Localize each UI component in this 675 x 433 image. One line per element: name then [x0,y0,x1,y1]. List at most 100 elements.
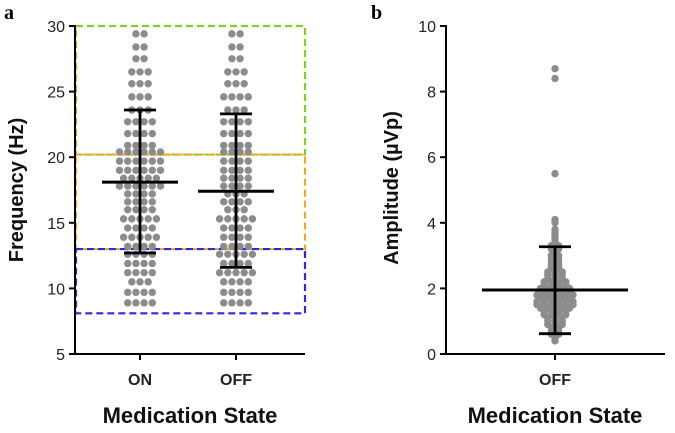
data-point [228,55,236,63]
data-point [228,166,236,175]
data-point [140,141,148,150]
data-point [248,268,257,277]
data-point [119,215,128,223]
data-point [220,242,228,251]
data-point [140,268,148,277]
data-point [228,242,236,251]
data-point [244,166,252,175]
data-point [156,148,165,156]
x-tick-label-off: OFF [539,372,571,389]
panel-b-y-axis-label: Amplitude (µVp) [381,111,403,265]
data-point [244,278,252,286]
data-point [115,182,124,190]
data-point [132,129,140,138]
data-point [124,198,132,206]
data-point [228,198,236,206]
data-point [124,148,132,156]
data-point [156,166,165,175]
data-point [236,157,244,165]
data-point [140,198,148,206]
data-point [136,278,144,286]
data-point [215,268,224,277]
data-point [124,157,132,165]
data-point [224,215,232,223]
data-point [220,93,228,101]
data-point [551,337,559,345]
data-point [140,259,148,268]
data-point [244,93,252,101]
data-point [236,182,244,190]
data-point [148,166,156,175]
data-point [240,80,248,88]
y-tick-label: 25 [47,85,65,102]
data-point [220,299,228,307]
data-point [132,224,140,232]
y-tick-label: 20 [47,150,65,167]
data-point [240,68,248,76]
data-point [148,205,156,214]
data-point [140,224,148,232]
data-point [152,215,161,223]
y-tick-label: 6 [427,150,436,167]
data-point [244,259,252,268]
panel-a-letter: a [4,2,14,24]
data-point [140,288,148,297]
panel-b: b 0 2 4 6 8 10 OFF Amplitude (µVp) Medication … [371,2,665,428]
data-point [236,30,244,38]
data-point [240,106,248,114]
data-point [224,250,232,258]
data-point [236,288,244,297]
data-point [244,233,252,241]
panel-a-x-axis-label: Medication State [103,403,278,428]
data-point [244,242,252,251]
data-point [148,299,156,307]
data-point [228,299,236,307]
data-point [220,157,228,165]
data-point [148,224,156,232]
data-point [228,288,236,297]
data-point [220,259,228,268]
data-point [148,118,156,126]
data-point [148,198,156,206]
data-point [228,233,236,241]
data-point [248,250,257,258]
data-point [132,182,140,190]
data-point [144,174,152,182]
data-point [228,141,236,150]
data-point [220,148,228,156]
data-point [136,80,144,88]
data-point [236,43,244,51]
data-point [156,157,165,165]
data-point [224,268,232,277]
data-point [551,169,559,178]
data-point [124,288,132,297]
data-point [244,224,252,232]
data-point [232,106,240,114]
panel-a: a 5 10 15 20 25 30 ON OFF Frequency (Hz) Medica… [4,2,307,428]
data-point [148,148,156,156]
data-point [132,157,140,165]
data-point [232,80,240,88]
data-point [119,174,128,182]
data-point [236,118,244,126]
data-point [220,198,228,206]
data-point [148,182,156,190]
data-point [140,55,148,63]
panel-b-axes: 0 2 4 6 8 10 OFF [418,19,665,389]
data-point [140,30,148,38]
data-point [228,174,236,182]
data-point [119,233,128,241]
panel-b-letter: b [371,2,382,24]
y-tick-label: 15 [47,216,65,233]
data-point [140,166,148,175]
data-point [224,205,232,214]
data-point [240,268,248,277]
data-point [236,233,244,241]
data-point [132,141,140,150]
data-point [551,74,559,83]
data-point [128,215,136,223]
data-point [152,174,161,182]
data-point [236,174,244,182]
data-point [144,233,152,241]
data-point [140,118,148,126]
